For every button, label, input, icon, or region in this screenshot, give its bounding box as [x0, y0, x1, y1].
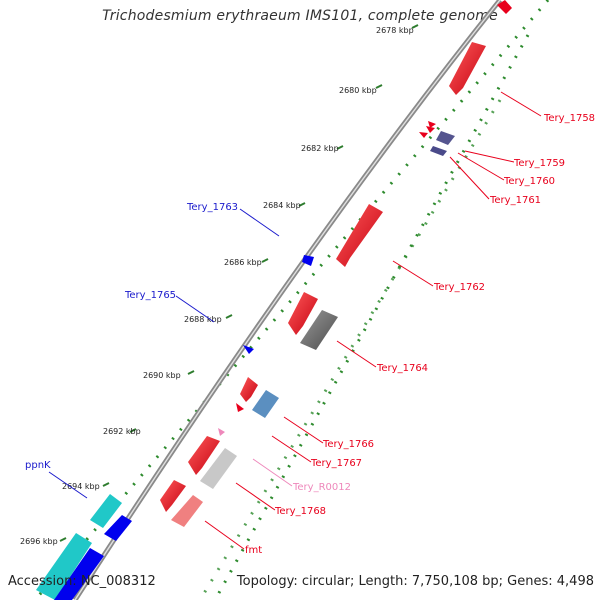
ruler-tick-label: 2696 kbp — [20, 537, 58, 546]
gene-features — [36, 0, 512, 600]
gene-arrow — [288, 292, 318, 335]
ruler-tick-label: 2694 kbp — [62, 482, 100, 491]
gene-label[interactable]: Tery_1764 — [376, 363, 428, 374]
gene-leader-lines — [48, 91, 542, 550]
genome-summary-footer: Topology: circular; Length: 7,750,108 bp… — [236, 574, 594, 589]
gene-arrow — [104, 515, 132, 541]
gene-box — [171, 495, 203, 527]
gene-box — [430, 146, 447, 156]
gene-arrow — [336, 204, 383, 267]
gene-label[interactable]: Tery_R0012 — [292, 482, 351, 493]
gene-label[interactable]: Tery_1761 — [489, 195, 541, 206]
gene-label[interactable]: Tery_1768 — [274, 506, 326, 517]
gene-label[interactable]: Tery_1759 — [513, 158, 565, 169]
ruler-tick-label: 2688 kbp — [184, 315, 222, 324]
gene-label[interactable]: fmt — [245, 545, 262, 556]
gene-label[interactable]: Tery_1762 — [433, 282, 485, 293]
gene-label[interactable]: Tery_1767 — [310, 458, 362, 469]
gene-arrow — [240, 377, 258, 402]
gene-arrow — [218, 428, 225, 436]
gene-arrow — [302, 255, 314, 266]
gene-box — [200, 448, 237, 489]
gene-box — [436, 131, 455, 145]
gene-label[interactable]: Tery_1766 — [322, 439, 374, 450]
ruler-tick-label: 2686 kbp — [224, 258, 262, 267]
ruler-tick-label: 2690 kbp — [143, 371, 181, 380]
gene-arrow — [236, 403, 244, 412]
gene-arrow — [449, 42, 486, 95]
ruler-tick-label: 2680 kbp — [339, 86, 377, 95]
ruler-tick-label: 2692 kbp — [103, 427, 141, 436]
ruler-ticks — [59, 24, 419, 542]
gene-arrow — [243, 345, 254, 354]
gene-label[interactable]: Tery_1763 — [186, 202, 238, 213]
ruler-tick-label: 2684 kbp — [263, 201, 301, 210]
ruler-tick-label: 2682 kbp — [301, 144, 339, 153]
gene-box — [90, 494, 122, 528]
gene-box — [54, 548, 104, 600]
gene-label[interactable]: Tery_1758 — [543, 113, 595, 124]
accession-footer: Accession: NC_008312 — [8, 574, 156, 589]
inner-dotted-track — [198, 34, 530, 600]
gene-label[interactable]: Tery_1760 — [503, 176, 555, 187]
page-title: Trichodesmium erythraeum IMS101, complet… — [102, 8, 498, 24]
gene-label[interactable]: Tery_1765 — [124, 290, 176, 301]
ruler-tick-label: 2678 kbp — [376, 26, 414, 35]
gene-box — [300, 310, 338, 350]
gene-arrow — [188, 436, 220, 475]
gene-label[interactable]: ppnK — [25, 460, 51, 471]
gene-box — [252, 390, 279, 418]
gene-box — [36, 533, 92, 600]
gene-arrow — [160, 480, 186, 512]
gene-arrow — [497, 0, 512, 14]
